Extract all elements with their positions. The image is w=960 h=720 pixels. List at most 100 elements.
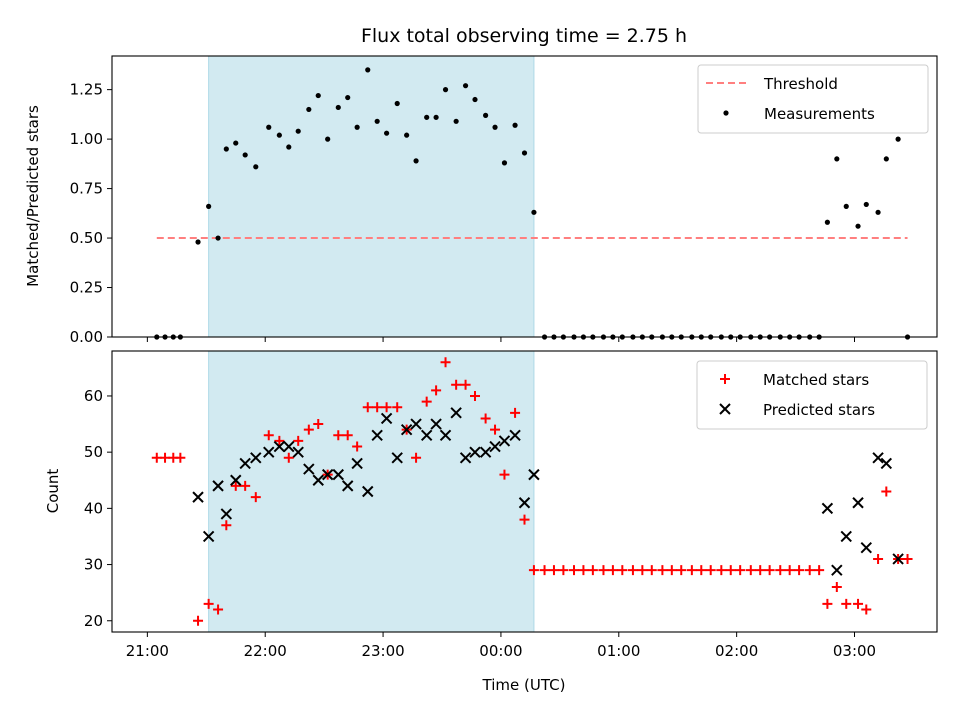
measurements-point [863, 201, 869, 208]
matched-stars-point [607, 565, 618, 576]
measurements-point [462, 83, 469, 89]
legend-label: Measurements [764, 105, 875, 123]
predicted-stars-point [892, 553, 904, 565]
legend-label: Matched stars [763, 371, 869, 389]
matched-stars-point [686, 565, 697, 576]
y-tick-label: 0.25 [70, 279, 103, 297]
y-tick-label: 20 [84, 612, 103, 630]
y-tick-label: 1.25 [70, 81, 103, 99]
matched-stars-point [539, 565, 550, 576]
matched-stars-point [499, 469, 510, 480]
matched-stars-point [794, 565, 805, 576]
matched-stars-point [716, 565, 727, 576]
predicted-stars-point [852, 497, 864, 509]
predicted-stars-point [273, 440, 286, 453]
matched-stars-point [381, 402, 392, 413]
measurements-point [384, 130, 390, 136]
ratio-panel-legend: Threshold Measurements [697, 64, 929, 134]
x-tick-label: 23:00 [361, 642, 404, 660]
matched-stars-point [637, 565, 648, 576]
matched-stars-point [881, 486, 892, 497]
measurements-point [433, 114, 439, 120]
matched-stars-point [510, 407, 521, 418]
matched-stars-point [873, 553, 884, 564]
predicted-stars-point [821, 502, 834, 515]
matched-stars-point [587, 565, 598, 576]
predicted-stars-point [400, 423, 413, 436]
matched-stars-point [569, 565, 579, 576]
predicted-stars-point [430, 418, 442, 430]
matched-stars-point [490, 424, 501, 435]
predicted-stars-point [202, 530, 215, 543]
matched-stars-point [352, 441, 363, 452]
matched-stars-point [213, 604, 224, 615]
ratio-panel-legend-box [697, 64, 929, 134]
predicted-stars-point [469, 446, 481, 458]
matched-stars-point [440, 357, 451, 368]
measurements-point [895, 136, 901, 142]
measurements-point [824, 219, 830, 225]
matched-stars-point [263, 430, 274, 441]
matched-stars-point [333, 430, 344, 441]
predicted-stars-point [860, 541, 872, 554]
matched-stars-point [283, 452, 294, 463]
matched-stars-point [175, 452, 186, 463]
observing-window-band [208, 350, 535, 633]
predicted-stars-point [362, 485, 374, 498]
matched-stars-point [578, 565, 589, 576]
predicted-stars-point [230, 474, 242, 486]
measurements-point [276, 132, 282, 138]
count-panel-legend: Matched stars Predicted stars [696, 360, 928, 430]
count-panel-x-ticks: 21:00 22:00 23:00 00:00 01:00 02:00 03:00 [126, 632, 876, 660]
matched-stars-point [342, 430, 353, 441]
measurements-point [883, 156, 889, 162]
predicted-stars-point [342, 480, 354, 492]
predicted-stars-point [212, 480, 224, 492]
measurements-point [413, 158, 419, 164]
matched-stars-point [362, 402, 373, 413]
predicted-stars-point [840, 530, 852, 543]
measurements-point [315, 92, 321, 99]
ratio-panel-frame [111, 55, 938, 338]
measurements-point [512, 122, 518, 128]
predicted-stars-point [303, 463, 315, 475]
predicted-stars-point [498, 435, 511, 447]
predicted-stars-point [439, 429, 452, 442]
predicted-stars-point [380, 412, 393, 425]
matched-stars-point [755, 565, 766, 576]
matched-stars-point [274, 435, 285, 446]
matched-stars-point [293, 435, 304, 446]
measurements-point [404, 132, 410, 138]
count-panel-marks [151, 350, 913, 633]
predicted-stars-point [528, 468, 540, 481]
predicted-stars-point [450, 407, 462, 419]
measurements-point [266, 124, 272, 130]
predicted-stars-point [479, 446, 492, 458]
measurements-point [306, 106, 312, 113]
predicted-stars-point [410, 418, 422, 430]
ratio-panel-x-ticks [146, 337, 855, 342]
measurements-point [424, 114, 430, 120]
measurements-point [394, 100, 400, 107]
matched-stars-point [303, 424, 314, 435]
x-tick-label: 22:00 [244, 642, 287, 660]
matched-stars-point [411, 452, 422, 463]
matched-stars-point [822, 598, 833, 609]
predicted-stars-point [489, 440, 501, 453]
predicted-stars-point [872, 452, 884, 464]
y-tick-label: 50 [84, 443, 103, 461]
matched-stars-point [841, 598, 852, 609]
x-tick-label: 00:00 [479, 642, 522, 660]
predicted-stars-point [250, 452, 262, 464]
matched-stars-point [558, 565, 569, 576]
measurements-point [834, 156, 840, 162]
matched-stars-point [666, 565, 677, 576]
measurements-point [855, 223, 861, 229]
x-axis-label: Time (UTC) [482, 676, 566, 694]
y-tick-label: 1.00 [70, 130, 103, 148]
x-tick-label: 03:00 [833, 642, 876, 660]
measurements-point [345, 94, 351, 101]
legend-label: Predicted stars [763, 401, 875, 419]
y-tick-label: 30 [84, 556, 103, 574]
matched-stars-point [250, 492, 261, 503]
